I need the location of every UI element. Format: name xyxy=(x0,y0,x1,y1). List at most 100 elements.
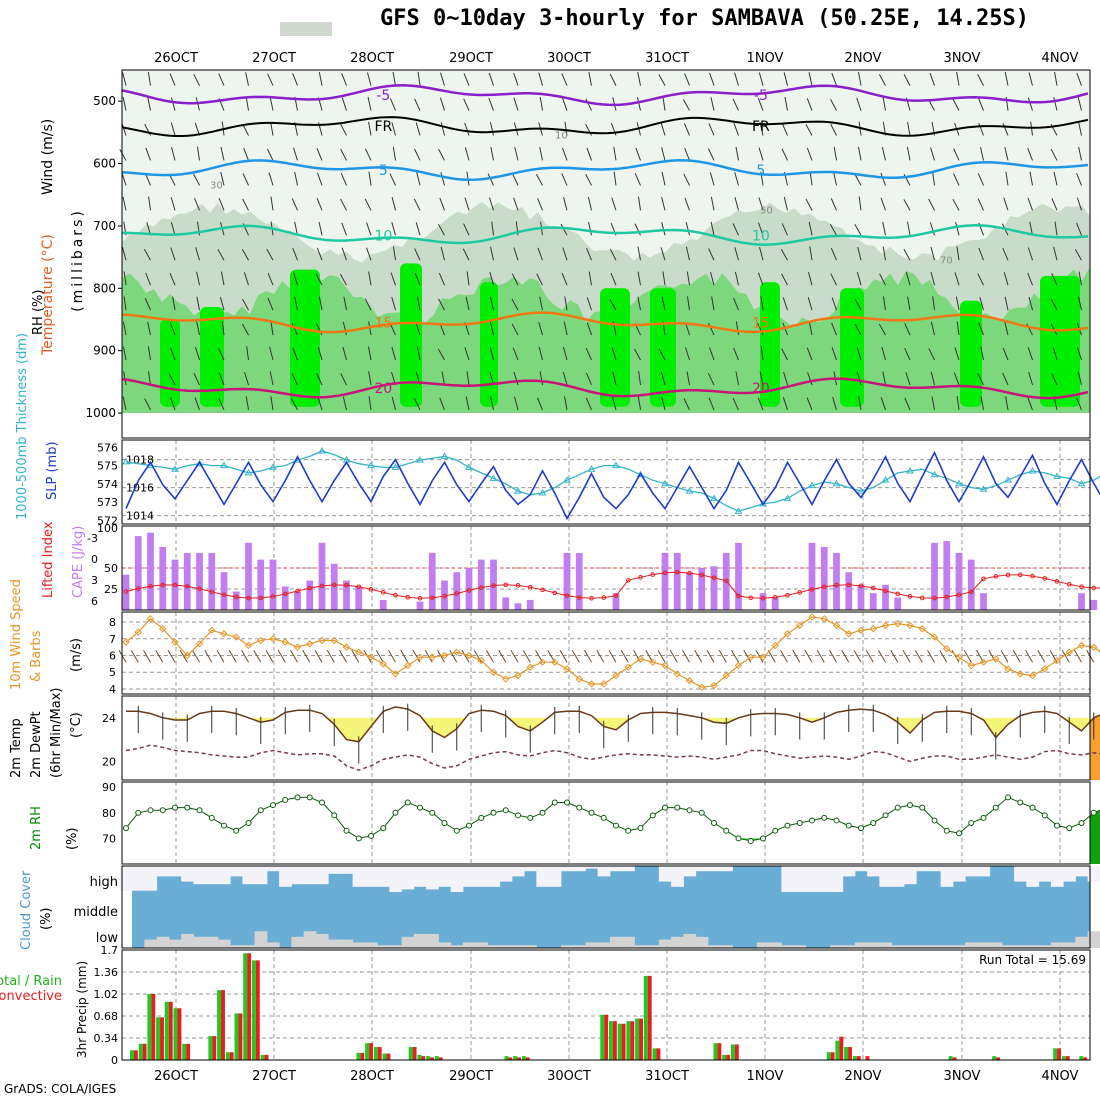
wind-speed-point xyxy=(1077,641,1086,650)
wind-barb xyxy=(683,398,690,411)
wind-barb xyxy=(658,74,666,86)
wind-barb xyxy=(856,347,862,361)
wind-barb xyxy=(612,371,617,386)
cloud-low-bar xyxy=(499,945,513,948)
wind-barb xyxy=(1004,72,1009,86)
wind-barb xyxy=(489,271,494,286)
cape-tick-label: 100 xyxy=(97,522,118,535)
lifted-index-point xyxy=(331,582,337,588)
wind-barb xyxy=(366,72,372,86)
wind-speed-point xyxy=(955,653,963,661)
precip-total-bar xyxy=(652,1048,657,1060)
cloud-low-bar xyxy=(585,942,599,948)
surface-wind-barb xyxy=(1074,649,1082,663)
rh2m-point xyxy=(1029,804,1036,811)
cloud-high-gap xyxy=(597,866,611,877)
wind-barb xyxy=(903,199,911,211)
wind-barb xyxy=(219,296,225,311)
top-day-label: 30OCT xyxy=(547,51,591,66)
wind-barb xyxy=(168,373,176,386)
temperature-contour-label: -5 xyxy=(754,88,768,104)
wind-barb xyxy=(292,147,298,161)
wind-barb xyxy=(858,396,862,411)
cloud-high-gap xyxy=(205,866,219,885)
cape-bar xyxy=(845,572,853,610)
wind-barb xyxy=(564,296,568,311)
cape-bar xyxy=(759,593,767,610)
wind-barb xyxy=(907,121,911,136)
wind-speed-point xyxy=(1053,656,1061,665)
wind10m-labels: 10m Wind Speed & Barbs (m/s) xyxy=(9,579,84,690)
wind-speed-point xyxy=(783,630,792,638)
rh2m-point xyxy=(796,820,803,826)
wind-barb xyxy=(242,123,249,136)
wind-barb xyxy=(245,396,249,411)
cloud-low-bar xyxy=(671,936,684,948)
wind-barb xyxy=(929,72,935,86)
cloud-low-bar xyxy=(291,936,305,948)
precip-total-bar xyxy=(844,1047,849,1060)
cape-bar xyxy=(943,541,951,610)
rh2m-point xyxy=(392,809,399,816)
cloud-high-gap xyxy=(977,866,991,877)
cloud-high-gap xyxy=(609,866,623,872)
rh2m-point xyxy=(858,825,864,832)
wind-barb xyxy=(270,396,274,411)
temp-tick-label: 24 xyxy=(102,712,116,725)
precip-tick-label: 1.7 xyxy=(101,944,119,957)
wind-barb xyxy=(266,248,274,261)
wind-tick-label: 7 xyxy=(109,633,116,646)
cloud-low-bar xyxy=(1063,942,1076,948)
wind-speed-point xyxy=(1004,665,1012,673)
rh2m-point xyxy=(147,807,154,814)
lifted-index-point xyxy=(944,594,950,600)
wind-barb xyxy=(1002,248,1009,261)
bottom-day-label: 29OCT xyxy=(449,1069,493,1084)
surface-wind-barb xyxy=(461,649,470,663)
temperature-contour xyxy=(121,159,1089,182)
lifted-index-point xyxy=(638,575,643,580)
lifted-index-point xyxy=(907,594,913,599)
surface-wind-barb xyxy=(743,649,752,663)
cape-bar xyxy=(575,552,583,610)
thickness-point xyxy=(955,479,963,487)
thickness-point xyxy=(220,461,228,469)
rh2m-point xyxy=(564,799,570,806)
wind-barb xyxy=(1027,397,1033,411)
rh2m-point xyxy=(600,814,607,821)
wind-barb xyxy=(170,97,176,111)
cloud-low-bar xyxy=(168,939,182,948)
thickness-point xyxy=(318,446,326,454)
wind-barb xyxy=(711,296,715,311)
wind-barb xyxy=(147,346,151,361)
run-total-label: Run Total = 15.69 xyxy=(979,953,1086,967)
cape-bar xyxy=(563,552,571,610)
surface-wind-barb xyxy=(522,649,531,663)
rh2m-point xyxy=(355,835,362,842)
wind-barb xyxy=(169,322,176,336)
thickness-point xyxy=(587,465,596,472)
precip-conv-bar xyxy=(438,1057,443,1060)
wind-barb xyxy=(906,146,911,161)
wind-barb xyxy=(586,147,592,161)
wind-barb xyxy=(171,147,176,161)
cape-bar xyxy=(894,597,902,610)
li-tick-label: 0 xyxy=(91,553,98,566)
rh2m-point xyxy=(404,799,411,806)
rh2m-point xyxy=(527,814,534,821)
wind-barb xyxy=(662,271,666,286)
precip-conv-bar xyxy=(142,1043,147,1060)
cloud-panel: high middle low xyxy=(74,866,1100,948)
cloud-low-bar xyxy=(266,942,280,948)
cloud-high-gap xyxy=(1087,866,1100,882)
cloud-low-bar xyxy=(573,945,586,948)
surface-wind-barb xyxy=(204,649,213,663)
wind-speed-point xyxy=(600,680,608,688)
wind-barb xyxy=(196,321,200,336)
rh2m-point xyxy=(894,804,901,811)
wind-barb xyxy=(488,97,494,111)
wind-barb xyxy=(708,148,715,161)
wind-barb xyxy=(929,222,935,236)
temp-mask xyxy=(122,696,1100,780)
temperature-contour-label: -5 xyxy=(376,88,390,104)
